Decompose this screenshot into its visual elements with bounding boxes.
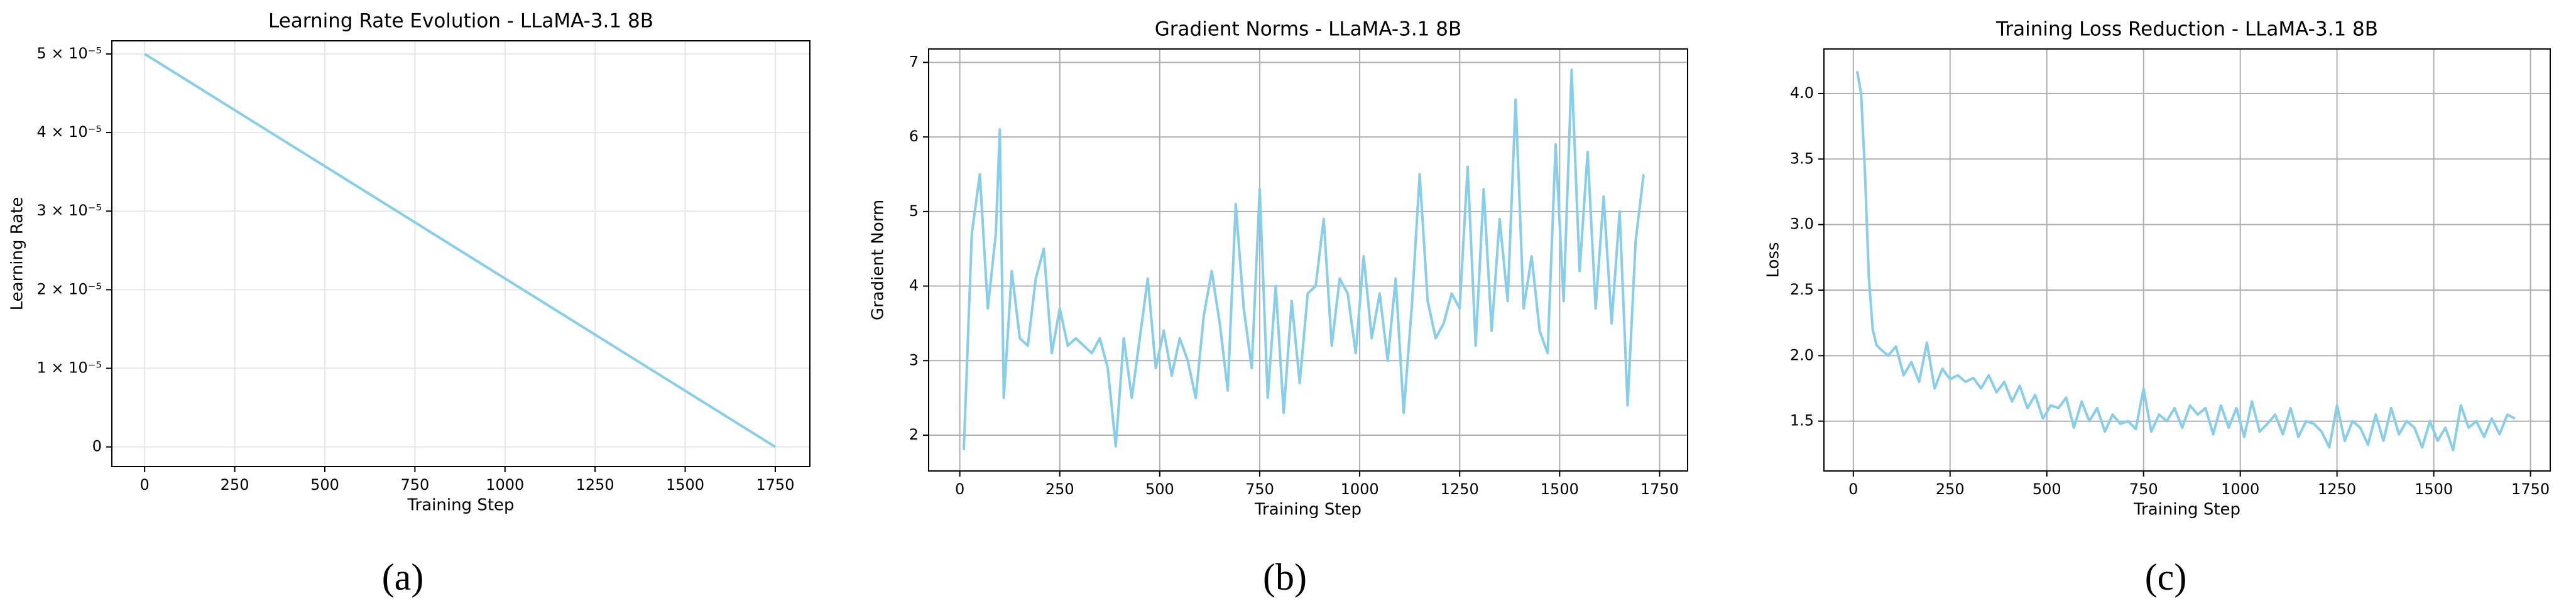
plot-frame xyxy=(111,40,810,467)
x-tick-label: 750 xyxy=(1245,480,1274,498)
x-tick-label: 750 xyxy=(400,476,429,494)
x-tick-label: 1500 xyxy=(2415,480,2453,498)
x-tick-label: 1750 xyxy=(1640,480,1679,498)
data-line xyxy=(963,68,1645,450)
y-tick-label: 5 xyxy=(909,202,919,220)
x-tick-label: 1250 xyxy=(576,476,614,494)
y-tick-label: 1 × 10⁻⁵ xyxy=(37,359,102,377)
x-tick-label: 500 xyxy=(2033,480,2061,498)
x-tick-label: 0 xyxy=(955,480,964,498)
x-tick-label: 1000 xyxy=(486,476,524,494)
panel-label: (c) xyxy=(2145,556,2187,598)
y-axis-label: Loss xyxy=(1764,242,1783,278)
y-tick-label: 7 xyxy=(909,53,919,70)
x-tick-label: 1500 xyxy=(666,476,704,494)
x-axis-label: Training Step xyxy=(2133,500,2240,519)
x-tick-label: 750 xyxy=(2129,480,2158,498)
x-tick-label: 1000 xyxy=(1341,480,1379,498)
y-tick-label: 2.0 xyxy=(1790,346,1814,364)
plot-frame xyxy=(1823,48,2551,472)
chart-title: Learning Rate Evolution - LLaMA-3.1 8B xyxy=(268,10,653,33)
panel-label: (a) xyxy=(382,556,424,598)
chart-title: Training Loss Reduction - LLaMA-3.1 8B xyxy=(1995,18,2378,41)
x-tick-label: 1000 xyxy=(2221,480,2259,498)
x-tick-label: 1750 xyxy=(2511,480,2550,498)
x-tick-label: 0 xyxy=(140,476,150,494)
y-tick-label: 3 × 10⁻⁵ xyxy=(37,202,102,219)
x-tick-label: 250 xyxy=(221,476,249,494)
y-tick-label: 3.0 xyxy=(1790,215,1814,233)
x-tick-label: 500 xyxy=(1145,480,1174,498)
y-tick-label: 0 xyxy=(92,438,102,455)
x-tick-label: 250 xyxy=(1936,480,1965,498)
panel-label: (b) xyxy=(1263,556,1307,598)
x-tick-label: 250 xyxy=(1045,480,1074,498)
y-tick-label: 2 xyxy=(909,426,919,443)
x-tick-label: 1750 xyxy=(756,476,794,494)
x-tick-label: 0 xyxy=(1848,480,1858,498)
x-axis-label: Training Step xyxy=(1254,500,1362,519)
y-tick-label: 6 xyxy=(909,127,919,145)
y-tick-label: 4 xyxy=(909,277,919,295)
y-axis-label: Learning Rate xyxy=(8,197,27,311)
y-tick-label: 5 × 10⁻⁵ xyxy=(37,45,102,62)
y-tick-label: 1.5 xyxy=(1790,412,1814,430)
x-tick-label: 500 xyxy=(310,476,339,494)
y-tick-label: 3 xyxy=(909,351,919,369)
data-line xyxy=(1855,71,2516,451)
plot-frame xyxy=(928,48,1688,472)
y-tick-label: 4 × 10⁻⁵ xyxy=(37,123,102,141)
y-axis-label: Gradient Norm xyxy=(869,200,888,320)
y-tick-label: 2.5 xyxy=(1790,281,1814,298)
data-line xyxy=(144,53,776,448)
y-tick-label: 4.0 xyxy=(1790,84,1814,102)
x-axis-label: Training Step xyxy=(407,496,514,515)
y-tick-label: 3.5 xyxy=(1790,149,1814,167)
chart-title: Gradient Norms - LLaMA-3.1 8B xyxy=(1155,18,1462,41)
x-tick-label: 1500 xyxy=(1541,480,1579,498)
y-tick-label: 2 × 10⁻⁵ xyxy=(37,280,102,298)
x-tick-label: 1250 xyxy=(1441,480,1479,498)
x-tick-label: 1250 xyxy=(2318,480,2356,498)
